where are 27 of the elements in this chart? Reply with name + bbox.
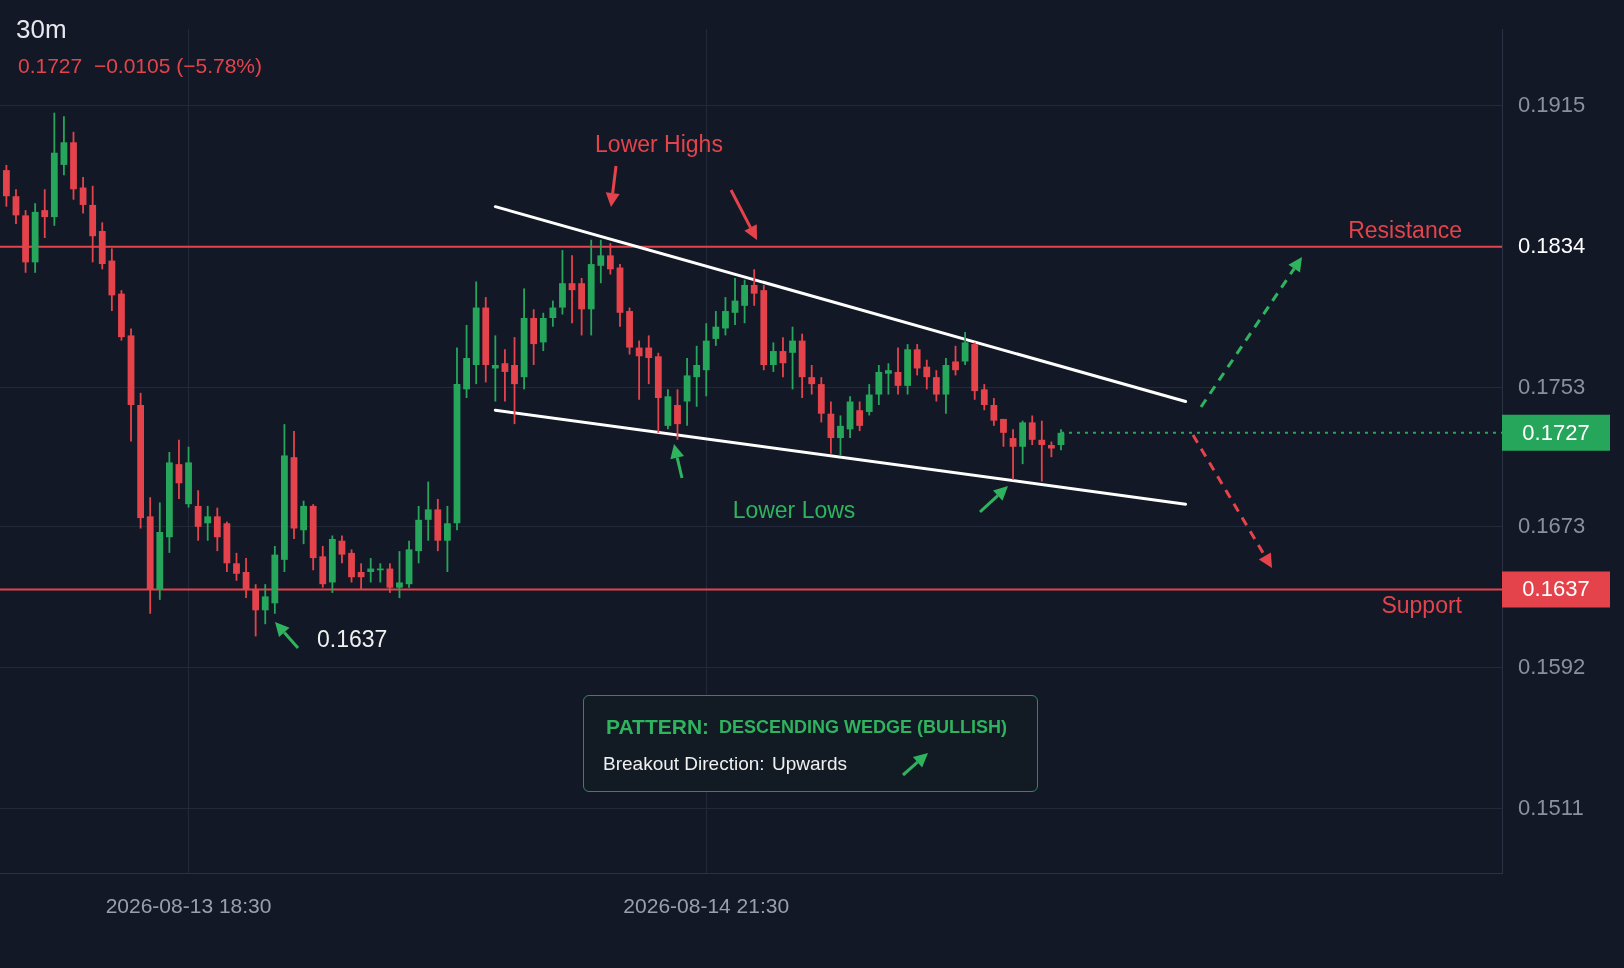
annotation: Lower Lows [732, 496, 856, 523]
ref-line-label: Support [1381, 592, 1463, 619]
annotation: Upwards [772, 753, 847, 774]
candlestick [424, 481, 432, 541]
ref-line-label: Resistance [1348, 216, 1462, 243]
y-tick-label: 0.1915 [1518, 91, 1586, 117]
candlestick [1038, 420, 1046, 482]
text: 0.1637 [1522, 576, 1590, 602]
ref-line-label: 0.1727 [1522, 419, 1590, 445]
chart-title: 30m [16, 14, 67, 44]
candlestick [635, 340, 643, 400]
y-tick-label: 0.1834 [1518, 232, 1586, 258]
annotation: PATTERN: [606, 715, 710, 738]
annotation: 0.1637 [317, 625, 388, 652]
y-tick-label: 0.1753 [1518, 373, 1586, 399]
candlestick [1009, 429, 1017, 480]
annotation: Breakout Direction: [603, 753, 765, 774]
candlestick [41, 189, 49, 238]
text: 0.1727 −0.0105 (−5.78%) [18, 54, 263, 77]
y-tick-label: 0.1511 [1518, 794, 1584, 820]
x-tick-label: 2026-08-14 21:30 [623, 894, 790, 918]
annotation: DESCENDING WEDGE (BULLISH) [719, 717, 1007, 737]
y-tick-label: 0.1673 [1518, 512, 1586, 538]
annotation: Lower Highs [595, 130, 723, 157]
y-tick-label: 0.1592 [1518, 653, 1586, 679]
x-tick-label: 2026-08-13 18:30 [105, 894, 272, 918]
candlestick [501, 349, 509, 402]
